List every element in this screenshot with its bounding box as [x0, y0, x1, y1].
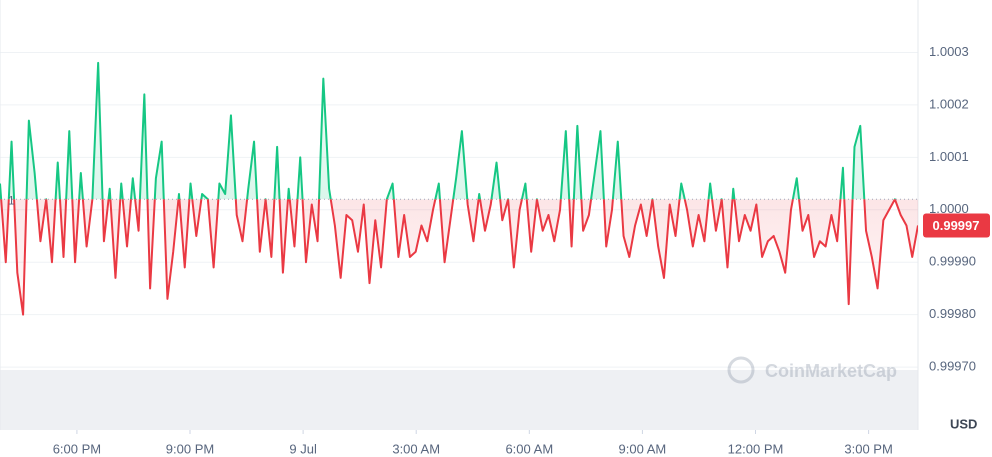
- price-line-down: [0, 199, 918, 316]
- x-tick-label: 6:00 AM: [505, 441, 553, 456]
- reference-label: 1: [8, 193, 15, 207]
- watermark: CoinMarketCap: [727, 356, 897, 384]
- x-tick-label: 3:00 AM: [392, 441, 440, 456]
- y-tick-label: 1.0001: [929, 149, 969, 164]
- y-tick-label: 1.0000: [929, 201, 969, 216]
- currency-label: USD: [950, 416, 977, 431]
- x-tick-label: 9 Jul: [289, 441, 317, 456]
- x-tick-label: 6:00 PM: [53, 441, 101, 456]
- current-price-label: 0.99997: [933, 218, 980, 233]
- current-price-tag: [923, 213, 990, 238]
- y-tick-label: 1.0002: [929, 96, 969, 111]
- watermark-text: CoinMarketCap: [765, 361, 897, 381]
- x-tick-label: 3:00 PM: [844, 441, 892, 456]
- area-up: [0, 62, 918, 200]
- volume-band: [0, 370, 918, 430]
- watermark-logo: [727, 356, 755, 384]
- y-tick-label: 1.0003: [929, 44, 969, 59]
- y-tick-label: 0.99970: [929, 359, 976, 374]
- y-tick-label: 0.99980: [929, 306, 976, 321]
- y-tick-label: 0.99990: [929, 254, 976, 269]
- x-tick-label: 9:00 PM: [166, 441, 214, 456]
- x-tick-label: 12:00 PM: [728, 441, 784, 456]
- price-line-up: [0, 61, 896, 200]
- x-tick-label: 9:00 AM: [619, 441, 667, 456]
